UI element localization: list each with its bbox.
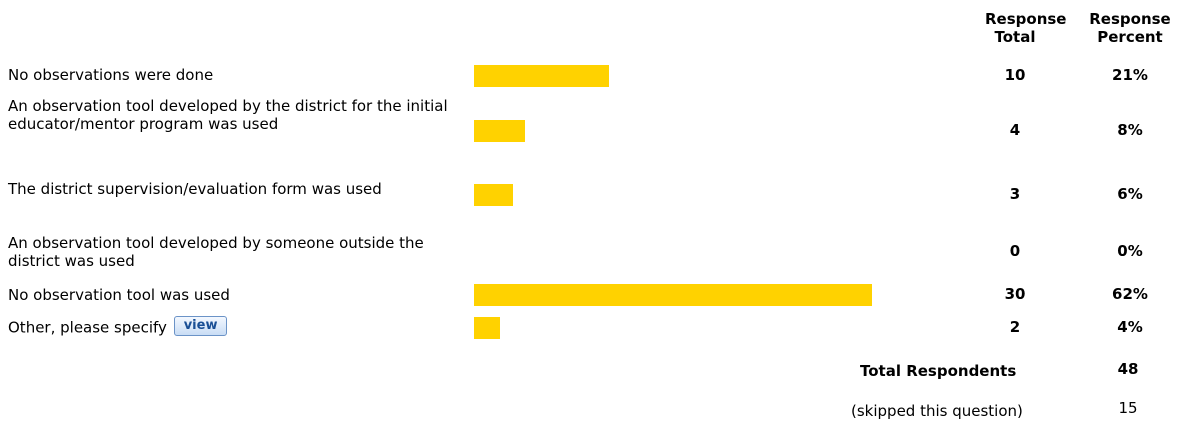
- response-option-label: An observation tool developed by someone…: [8, 234, 468, 270]
- response-option-text: No observations were done: [8, 66, 214, 84]
- view-button[interactable]: view: [173, 316, 228, 336]
- response-total-header: Response Total: [985, 10, 1067, 46]
- response-percent-header: Response Percent: [1082, 10, 1178, 46]
- response-total-value: 4: [1009, 121, 1021, 139]
- response-option-text: No observation tool was used: [8, 286, 230, 304]
- response-percent-value: 0%: [1117, 242, 1143, 260]
- response-percent-header-line1: Response: [1089, 10, 1171, 28]
- response-total-value: 2: [1009, 318, 1021, 336]
- response-total-value: 0: [1009, 242, 1021, 260]
- skipped-question-label: (skipped this question): [851, 402, 1023, 420]
- response-option-label: The district supervision/evaluation form…: [8, 180, 468, 198]
- response-total-header-line2: Total: [994, 28, 1036, 46]
- response-percent-value: 21%: [1112, 66, 1148, 84]
- response-option-text: The district supervision/evaluation form…: [8, 180, 382, 198]
- response-option-label: No observations were done: [8, 66, 468, 84]
- response-total-header-line1: Response: [985, 10, 1067, 28]
- response-total-value: 30: [1004, 285, 1026, 303]
- response-bar: [474, 284, 872, 306]
- response-total-value: 10: [1004, 66, 1026, 84]
- total-respondents-value: 48: [1117, 360, 1139, 378]
- response-bar: [474, 317, 500, 339]
- response-option-label: An observation tool developed by the dis…: [8, 97, 468, 133]
- response-percent-value: 62%: [1112, 285, 1148, 303]
- response-total-value: 3: [1009, 185, 1021, 203]
- response-option-label: No observation tool was used: [8, 286, 468, 304]
- response-bar: [474, 120, 525, 142]
- response-percent-header-line2: Percent: [1097, 28, 1163, 46]
- response-bar: [474, 184, 513, 206]
- response-option-text: An observation tool developed by the dis…: [8, 97, 448, 133]
- response-percent-value: 4%: [1117, 318, 1143, 336]
- response-percent-value: 6%: [1117, 185, 1143, 203]
- response-bar: [474, 65, 609, 87]
- response-option-label: Other, please specify view: [8, 316, 468, 338]
- response-percent-value: 8%: [1117, 121, 1143, 139]
- response-option-text: An observation tool developed by someone…: [8, 234, 424, 270]
- response-option-text: Other, please specify: [8, 318, 167, 337]
- total-respondents-label: Total Respondents: [860, 362, 1017, 380]
- skipped-question-value: 15: [1118, 399, 1138, 417]
